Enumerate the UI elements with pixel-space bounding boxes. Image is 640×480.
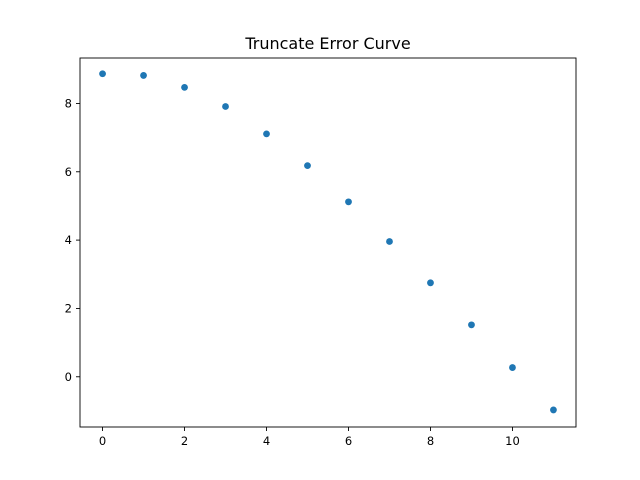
data-point xyxy=(386,238,393,245)
x-tick-label: 4 xyxy=(263,434,270,448)
data-point xyxy=(304,162,311,170)
plot-area-frame xyxy=(79,57,577,428)
chart-title: Truncate Error Curve xyxy=(244,34,410,53)
data-point xyxy=(181,83,188,91)
y-tick-label: 6 xyxy=(65,165,72,179)
data-point xyxy=(263,130,270,138)
data-point xyxy=(345,198,352,206)
data-point xyxy=(509,364,516,371)
y-tick-label: 0 xyxy=(65,370,72,384)
data-point xyxy=(468,321,475,329)
data-point xyxy=(550,406,557,414)
x-tick-label: 2 xyxy=(181,434,188,448)
data-points xyxy=(99,70,557,414)
y-tick-label: 8 xyxy=(65,96,72,110)
data-point xyxy=(427,279,434,287)
x-axis: 0 2 4 6 8 10 xyxy=(99,427,520,448)
y-tick-label: 4 xyxy=(65,233,72,247)
x-tick-label: 8 xyxy=(427,434,434,448)
data-point xyxy=(222,103,229,110)
x-tick-label: 6 xyxy=(345,434,352,448)
x-tick-label: 10 xyxy=(505,434,520,448)
y-axis: 0 2 4 6 8 xyxy=(65,96,80,384)
x-tick-label: 0 xyxy=(99,434,106,448)
data-point xyxy=(140,72,147,79)
y-tick-label: 2 xyxy=(65,301,72,315)
data-point xyxy=(99,70,106,78)
